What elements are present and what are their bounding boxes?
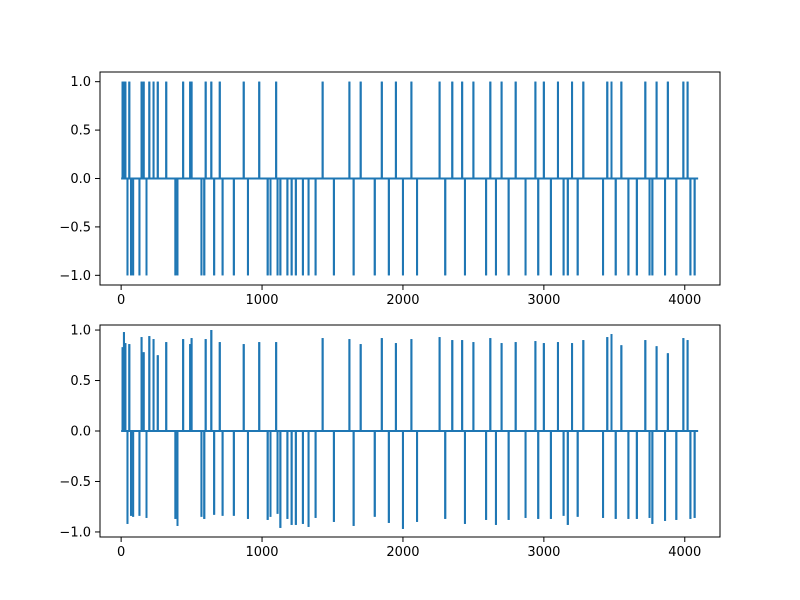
x-tick-label: 4000 [668,293,701,308]
y-tick-label: −0.5 [59,220,91,235]
x-tick-label: 3000 [527,293,560,308]
y-tick-label: −1.0 [59,269,91,284]
y-tick-label: 0.5 [70,374,91,389]
y-tick-label: 1.0 [70,75,91,90]
y-tick-label: 0.5 [70,124,91,139]
top-subplot: 0 1000 2000 3000 4000 −1.0 −0.5 0.0 0.5 1.0 [59,71,721,308]
x-tick-label: 1000 [245,545,278,560]
y-tick-label: 1.0 [70,324,91,339]
x-tick-label: 1000 [245,293,278,308]
y-tick-label: −1.0 [59,525,91,540]
x-tick-label: 2000 [386,293,419,308]
x-tick-label: 0 [117,545,125,560]
x-tick-label: 4000 [668,545,701,560]
x-tick-label: 2000 [386,545,419,560]
x-tick-label: 0 [117,293,125,308]
y-tick-label: −0.5 [59,475,91,490]
x-tick-label: 3000 [527,545,560,560]
y-tick-label: 0.0 [70,172,91,187]
bottom-subplot: 0 1000 2000 3000 4000 −1.0 −0.5 0.0 0.5 1.0 [59,324,721,560]
y-tick-label: 0.0 [70,425,91,440]
